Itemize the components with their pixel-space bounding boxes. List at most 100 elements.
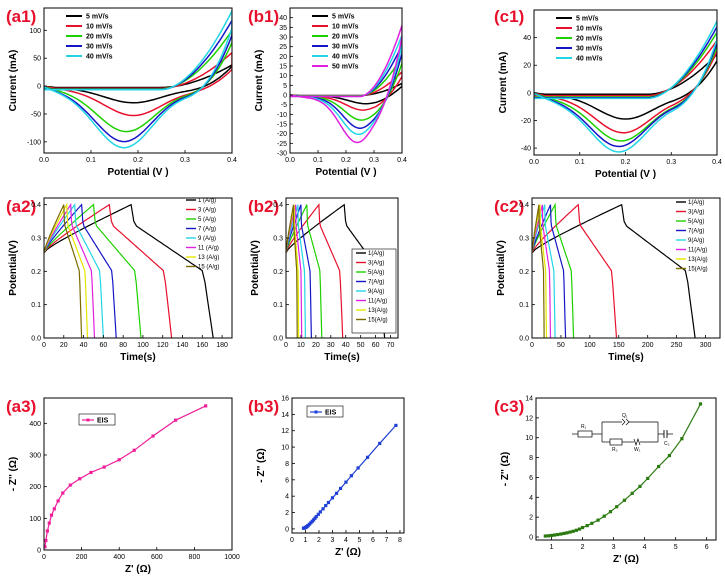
chart-panel-4: (b2) 0 10 20 30 40 50 60 70 0.0 0.1 0.2 0.3 0.4 Time(s… (248, 197, 399, 363)
x-tick-label: 0.3 (666, 159, 676, 166)
y-tick-label: -100 (27, 139, 41, 146)
data-point (365, 455, 370, 459)
y-tick-label: 40 (279, 15, 287, 22)
y-tick-label: 0.0 (519, 336, 529, 343)
x-tick-label: 50 (557, 342, 565, 349)
y-tick-label: -50 (31, 111, 41, 118)
legend-label: 3 (A/g) (198, 208, 216, 214)
data-point (324, 503, 328, 508)
legend-label: 10 mV/s (332, 24, 359, 31)
data-point (89, 470, 93, 475)
x-tick-label: 4 (643, 544, 647, 551)
axes-frame (291, 397, 405, 534)
series-line (44, 202, 104, 338)
y-tick-label: 100 (29, 516, 41, 523)
y-tick-label: 12 (525, 415, 533, 422)
x-tick-label: 6 (371, 537, 375, 544)
y-tick-label: 0.4 (519, 202, 529, 209)
series-line (44, 204, 83, 338)
plot-area (286, 203, 386, 338)
data-point (45, 529, 49, 533)
axes-frame (43, 397, 233, 551)
data-point (326, 500, 331, 505)
series-line (44, 10, 232, 149)
legend-label: 7(A/g) (368, 280, 384, 286)
x-tick-label: 0 (290, 537, 294, 544)
legend-label: 5 mV/s (332, 14, 355, 21)
y-tick-label: 0 (283, 93, 287, 100)
y-tick-label: 0.2 (273, 269, 283, 276)
x-tick-label: 300 (700, 342, 712, 349)
x-tick-label: 80 (119, 342, 127, 349)
circuit-label: R₂ (612, 447, 618, 453)
y-tick-label: 30 (279, 35, 287, 42)
data-point (667, 453, 672, 458)
y-axis-label: Current (mA) (254, 50, 265, 112)
data-point (698, 402, 703, 406)
y-tick-label: -25 (277, 141, 287, 148)
y-tick-label: 200 (29, 484, 41, 491)
legend-label: 13(A/g) (368, 308, 388, 314)
data-point (174, 418, 178, 422)
y-tick-label: 8 (529, 455, 533, 462)
legend-label: 40 mV/s (332, 54, 359, 61)
series-line (534, 20, 717, 153)
legend-label: 1(A/g) (368, 251, 384, 257)
x-tick-label: 40 (342, 342, 350, 349)
legend-label: 15(A/g) (368, 318, 388, 324)
data-point (590, 521, 594, 525)
plot-area (534, 20, 717, 153)
y-tick-label: 0.1 (273, 302, 283, 309)
x-axis-label: Potential (V ) (315, 167, 376, 178)
y-axis-label: Current (mA) (498, 52, 509, 114)
x-tick-label: 2 (581, 544, 585, 551)
legend-label: 11 (A/g) (198, 246, 219, 252)
series-line (286, 204, 323, 338)
y-tick-label: -20 (521, 118, 531, 125)
data-point (562, 531, 566, 536)
x-axis-label: Time(s) (324, 352, 359, 363)
panel-label: (a3) (6, 397, 36, 416)
series-line (532, 203, 696, 338)
data-point (316, 512, 320, 516)
legend-label: 20 mV/s (86, 34, 113, 41)
x-tick-label: 30 (327, 342, 335, 349)
x-tick-label: 2 (317, 537, 321, 544)
x-tick-label: 140 (177, 342, 189, 349)
data-point (47, 521, 51, 525)
axes-frame (43, 197, 233, 339)
x-tick-label: 0.1 (86, 157, 96, 164)
y-tick-label: 0.1 (519, 302, 529, 309)
y-tick-label: 0.4 (31, 202, 41, 209)
x-tick-label: 250 (671, 342, 683, 349)
legend-label: 5 mV/s (576, 16, 599, 23)
data-point (49, 513, 54, 517)
data-point (356, 466, 360, 470)
y-tick-label: 8 (285, 461, 289, 468)
data-point (571, 529, 575, 533)
y-tick-label: 5 (283, 83, 287, 90)
x-tick-label: 800 (189, 554, 201, 561)
chart-panel-3: (a2) 0 20 40 60 80 100 120 140 160 180 0.0 0.1 0.2 0.3… (6, 197, 233, 363)
x-tick-label: 200 (76, 554, 88, 561)
plot-area (44, 10, 232, 149)
data-point (102, 465, 106, 469)
data-point (68, 483, 72, 487)
x-tick-label: 1 (304, 537, 308, 544)
data-point (378, 441, 382, 446)
data-point (615, 505, 619, 509)
legend-label: EIS (325, 410, 337, 417)
data-point (630, 491, 634, 495)
circuit-label: C₂ (664, 441, 670, 447)
data-point (622, 498, 627, 502)
y-tick-label: 4 (529, 495, 533, 502)
legend-label: 3(A/g) (368, 261, 384, 267)
x-tick-label: 0.1 (575, 159, 585, 166)
data-point (577, 527, 582, 531)
y-tick-label: -30 (277, 151, 287, 158)
y-tick-label: 10 (525, 435, 533, 442)
y-tick-label: 6 (285, 477, 289, 484)
x-tick-label: 0.3 (369, 157, 379, 164)
data-point (568, 530, 572, 534)
